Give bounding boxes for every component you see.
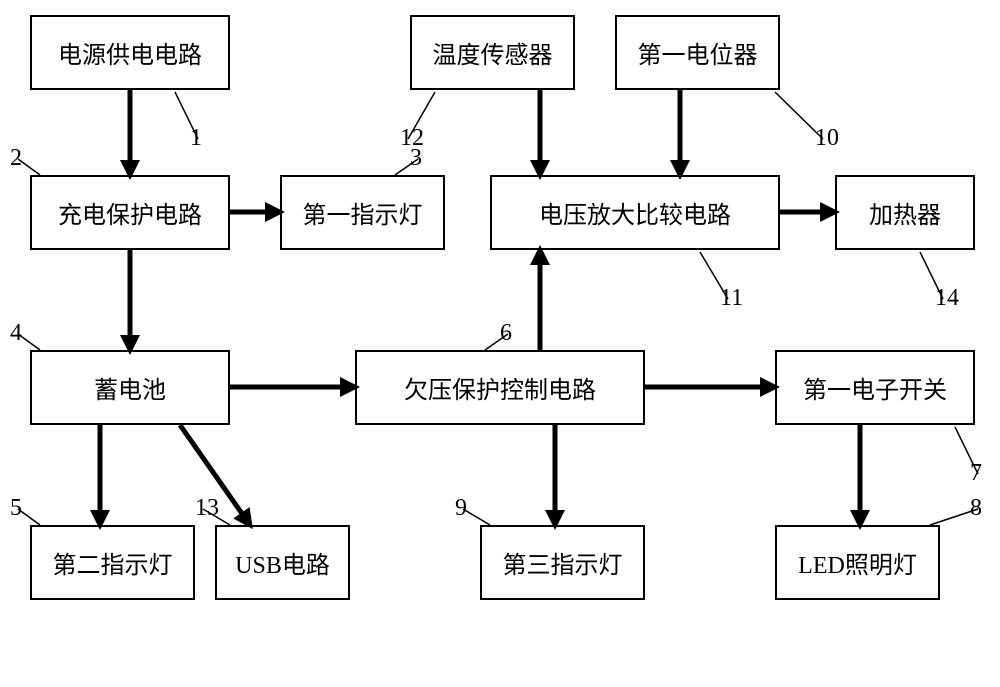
leader-n9 (463, 509, 490, 525)
node-n8: LED照明灯 (775, 525, 940, 600)
node-n3: 第一指示灯 (280, 175, 445, 250)
number-label-n6: 6 (500, 320, 512, 347)
number-label-n5: 5 (10, 495, 22, 522)
number-label-n13: 13 (195, 495, 219, 522)
number-label-n11: 11 (720, 285, 743, 312)
node-n12: 温度传感器 (410, 15, 575, 90)
node-n6: 欠压保护控制电路 (355, 350, 645, 425)
number-label-n8: 8 (970, 495, 982, 522)
node-n2: 充电保护电路 (30, 175, 230, 250)
number-label-n2: 2 (10, 145, 22, 172)
number-label-n1: 1 (190, 125, 202, 152)
node-n10: 第一电位器 (615, 15, 780, 90)
node-n7: 第一电子开关 (775, 350, 975, 425)
number-label-n4: 4 (10, 320, 22, 347)
node-n13: USB电路 (215, 525, 350, 600)
node-n4: 蓄电池 (30, 350, 230, 425)
node-n11: 电压放大比较电路 (490, 175, 780, 250)
number-label-n14: 14 (935, 285, 959, 312)
diagram-canvas: 电源供电电路 温度传感器第一电位器充电保护电路第一指示灯电压放大比较电路加热器蓄电… (0, 0, 1000, 687)
node-n14: 加热器 (835, 175, 975, 250)
number-label-n10: 10 (815, 125, 839, 152)
number-label-n7: 7 (970, 460, 982, 487)
number-label-n12: 12 (400, 125, 424, 152)
node-n1: 电源供电电路 (30, 15, 230, 90)
node-n9: 第三指示灯 (480, 525, 645, 600)
node-n5: 第二指示灯 (30, 525, 195, 600)
number-label-n9: 9 (455, 495, 467, 522)
